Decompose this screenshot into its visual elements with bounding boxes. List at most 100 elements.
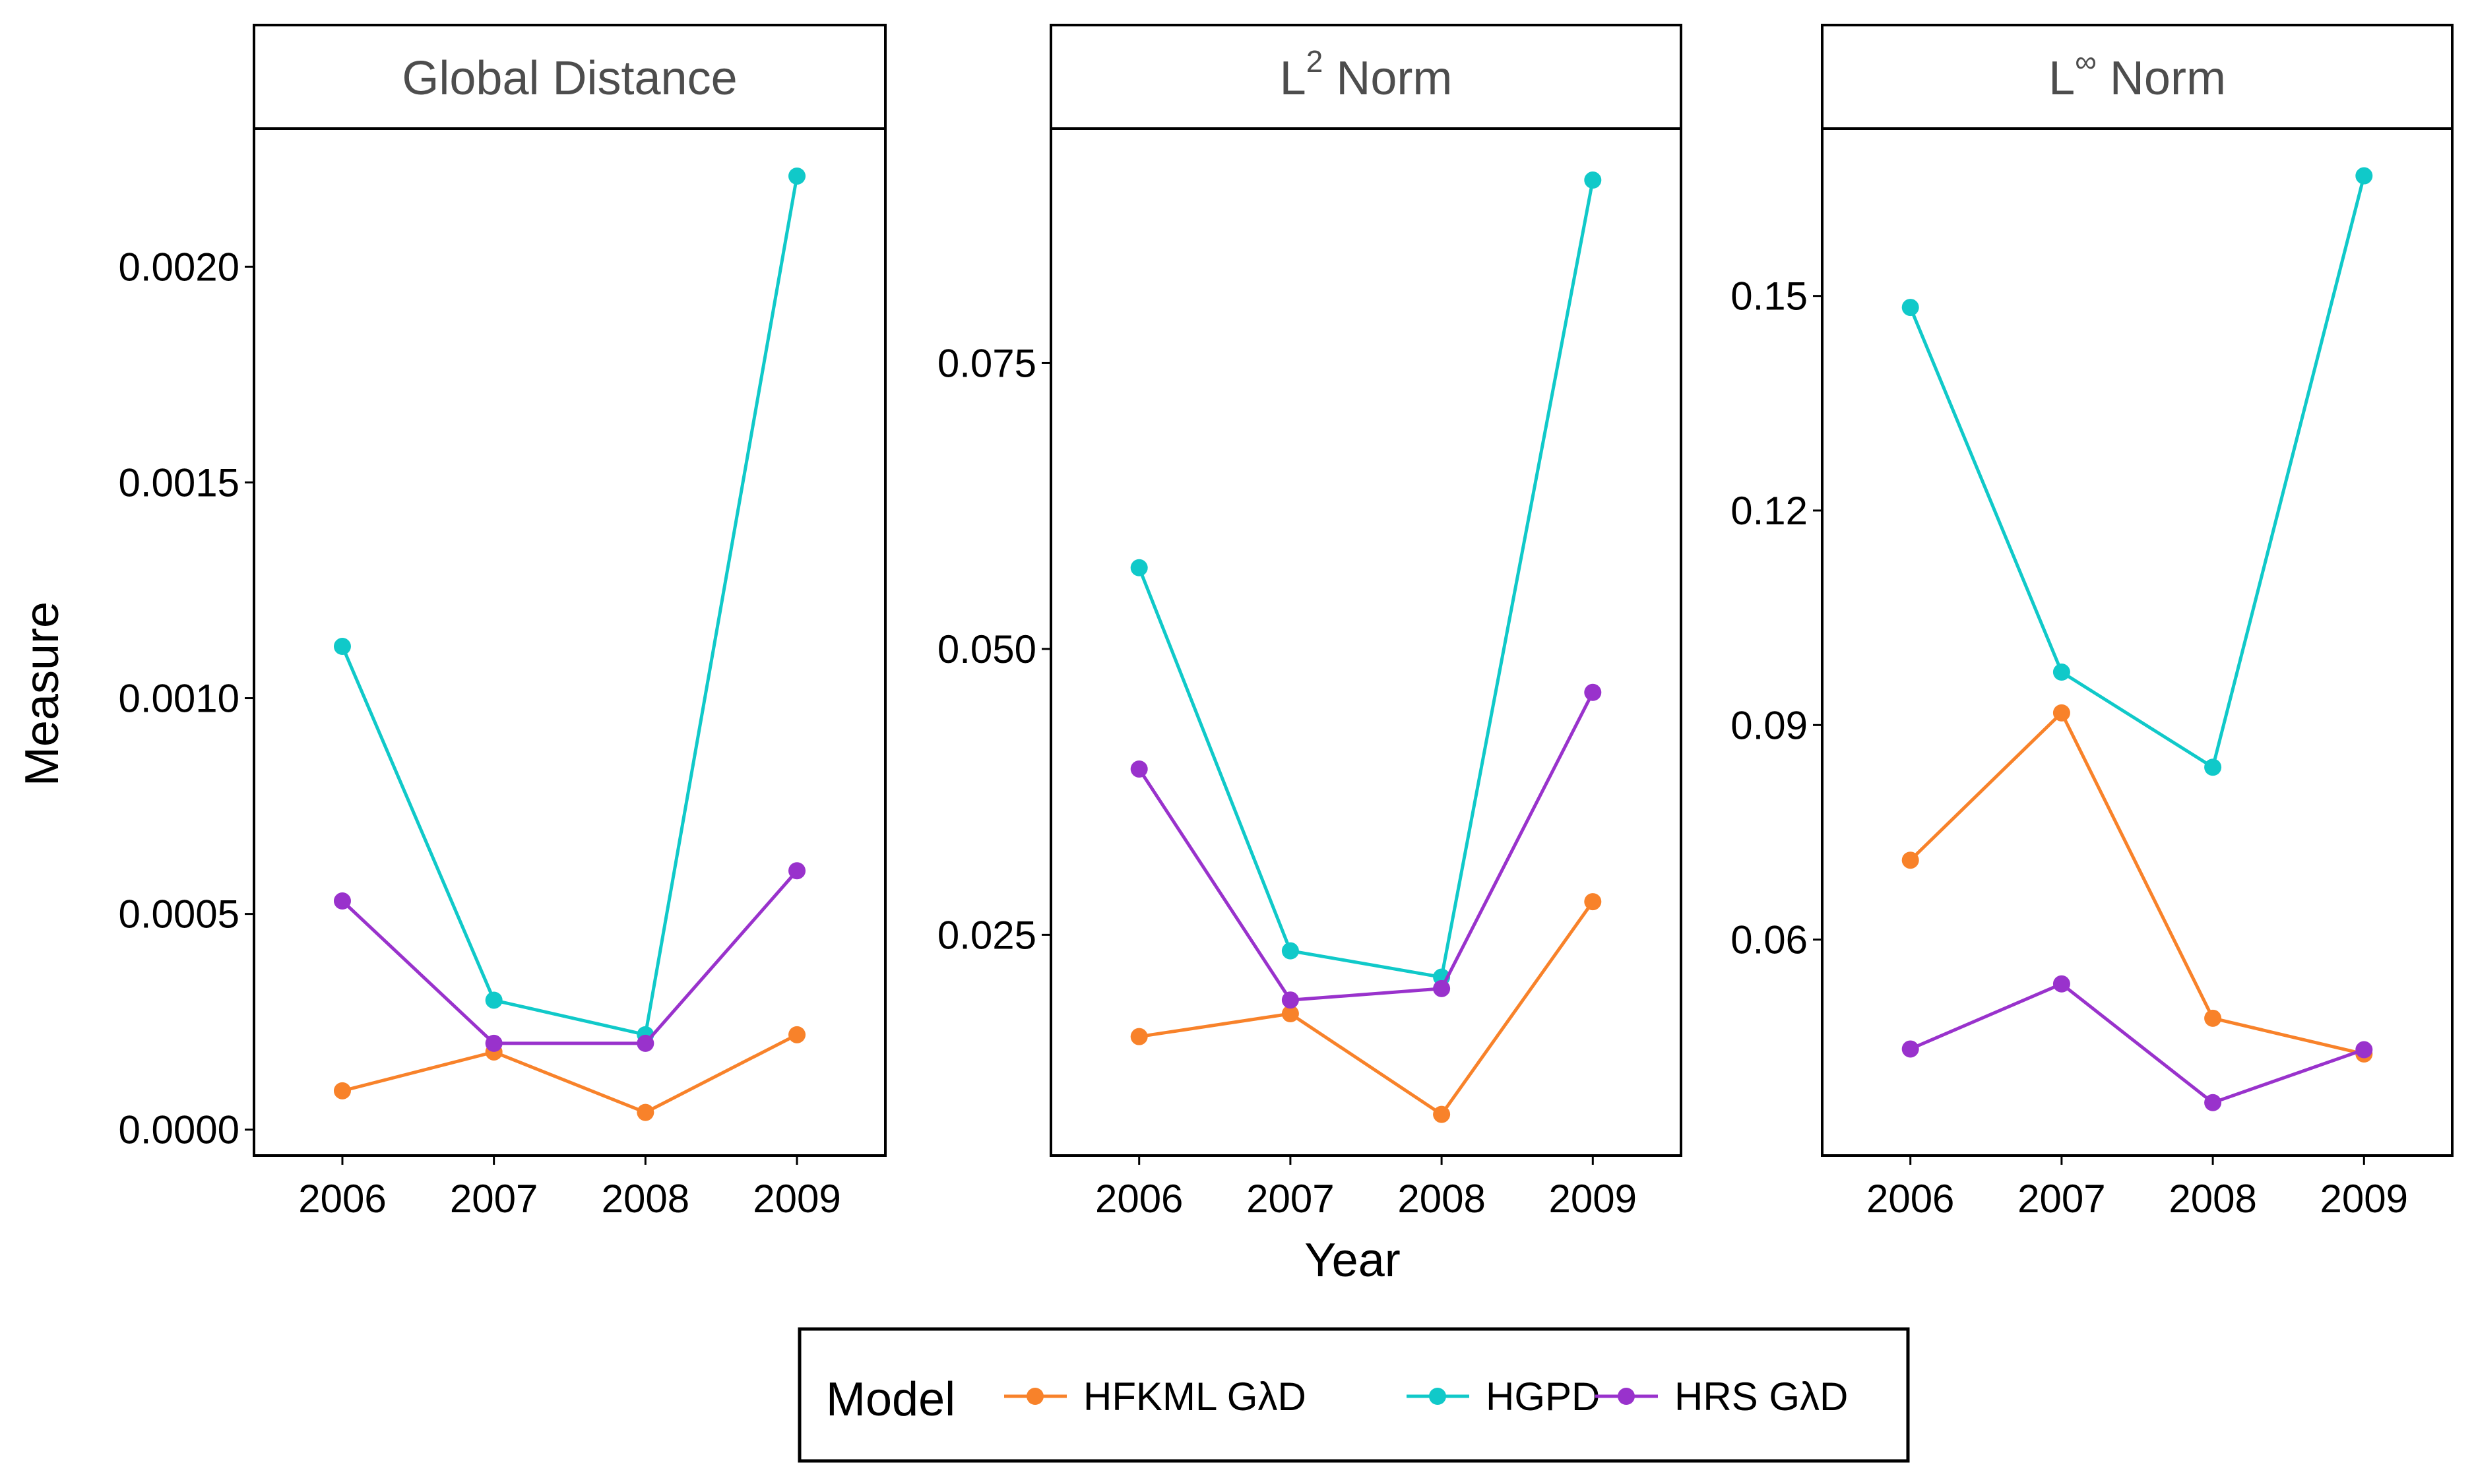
series-hgpd (1901, 167, 2373, 776)
data-point (2355, 1041, 2373, 1059)
x-tick-label: 2007 (1246, 1177, 1334, 1221)
facet-panel-1: Global Distance 0.0000 0.0005 0.0010 0.0015 0… (118, 24, 887, 1221)
facet-title-main: Global Distance (402, 52, 737, 105)
data-point (1584, 893, 1602, 911)
panel-border (1050, 127, 1682, 1157)
y-axis-title: Measure (16, 602, 69, 786)
x-tick-label: 2008 (602, 1177, 689, 1221)
facet-strip-title: L2 Norm (1280, 44, 1453, 105)
x-tick-label: 2007 (450, 1177, 538, 1221)
x-tick-label: 2006 (298, 1177, 386, 1221)
y-tick-label: 0.12 (1730, 489, 1808, 533)
y-tick-label: 0.0010 (118, 677, 239, 721)
data-point (1901, 851, 1919, 869)
x-tick-label: 2009 (1549, 1177, 1637, 1221)
series-hrs-g-d (1901, 975, 2373, 1111)
x-tick-label: 2009 (2320, 1177, 2408, 1221)
x-tick-label: 2006 (1095, 1177, 1183, 1221)
y-tick-label: 0.06 (1730, 918, 1808, 962)
y-tick-label: 0.0020 (118, 245, 239, 289)
legend-entry-hrs-g-d: HRS GλD (1595, 1375, 1848, 1419)
data-point (1901, 1040, 1919, 1058)
data-point (1130, 1028, 1148, 1045)
data-point (1130, 559, 1148, 576)
y-tick-label: 0.0005 (118, 892, 239, 937)
y-tick-label: 0.0015 (118, 460, 239, 505)
y-tick-label: 0.050 (937, 627, 1036, 671)
series-line (342, 1033, 798, 1115)
series-line (1909, 711, 2364, 1056)
series-hgpd (333, 167, 806, 1043)
data-point (788, 167, 806, 185)
y-tick-label: 0.025 (937, 913, 1036, 957)
data-point (1433, 979, 1451, 997)
data-point (2204, 758, 2222, 776)
data-point (2052, 664, 2070, 681)
series-line (1909, 982, 2365, 1105)
series-line (1137, 691, 1595, 1002)
data-point (1281, 942, 1299, 960)
legend: Model HFKML GλD HGPD HRS GλD (798, 1327, 1910, 1463)
data-point (2204, 1094, 2222, 1111)
data-point (485, 1034, 503, 1052)
facet-title-superscript: 2 (1306, 44, 1323, 78)
series-hrs-g-d (333, 862, 806, 1052)
facet-title-suffix: Norm (2097, 52, 2226, 105)
data-point (788, 1026, 806, 1043)
facet-title-main: L (1280, 52, 1306, 105)
series-line (1137, 179, 1595, 979)
data-point (1584, 683, 1602, 701)
facet-title-main: L (2048, 52, 2075, 105)
facet-panel-3: L∞ Norm 0.06 0.09 0.12 0.15 2006 2007 2008 2009 (1730, 24, 2454, 1221)
legend-entry-hfkml-g-d: HFKML GλD (1004, 1375, 1306, 1419)
legend-label: HRS GλD (1674, 1375, 1848, 1419)
data-point (788, 862, 806, 880)
data-point (637, 1034, 654, 1052)
series-line (1909, 175, 2366, 769)
legend-key-point (1618, 1388, 1635, 1405)
series-hfkml-g-d (333, 1026, 806, 1121)
legend-title: Model (826, 1373, 955, 1426)
data-point (333, 1082, 351, 1099)
data-point (637, 1103, 654, 1121)
facet-panels: Global Distance 0.0000 0.0005 0.0010 0.0015 0… (118, 24, 2454, 1221)
facet-strip-box (1050, 24, 1682, 130)
y-tick-label: 0.0000 (118, 1108, 239, 1152)
data-point (1130, 760, 1148, 778)
legend-box (798, 1327, 1910, 1463)
y-tick-label: 0.09 (1730, 703, 1808, 747)
data-point (333, 638, 351, 656)
y-tick-label: 0.15 (1730, 274, 1808, 319)
legend-key-point (1429, 1388, 1446, 1405)
data-point (333, 892, 351, 910)
y-tick-label: 0.075 (937, 341, 1036, 385)
data-point (1584, 171, 1602, 189)
legend-entry-hgpd: HGPD (1407, 1375, 1600, 1419)
data-point (1281, 991, 1299, 1009)
facet-panel-2: L2 Norm 0.025 0.050 0.075 2006 2007 2008 2009 (937, 24, 1682, 1221)
data-point (2052, 704, 2070, 722)
series-line (1139, 900, 1595, 1117)
data-point (2052, 975, 2070, 993)
panel-border (1821, 127, 2454, 1157)
facet-strip-title: L∞ Norm (2048, 44, 2226, 105)
series-line (340, 175, 799, 1037)
x-axis-title: Year (1304, 1234, 1400, 1287)
x-tick-label: 2007 (2017, 1177, 2105, 1221)
facet-strip-box (1821, 24, 2454, 130)
data-point (2355, 167, 2373, 185)
x-tick-label: 2006 (1866, 1177, 1954, 1221)
facet-strip-box (253, 24, 887, 130)
data-point (1901, 299, 1919, 317)
legend-key-point (1027, 1388, 1044, 1405)
series-line (341, 869, 798, 1045)
data-point (1433, 1105, 1451, 1123)
legend-label: HFKML GλD (1083, 1375, 1306, 1419)
data-point (2204, 1009, 2222, 1027)
facet-strip-title: Global Distance (402, 52, 737, 105)
data-point (485, 991, 503, 1009)
x-tick-label: 2009 (753, 1177, 841, 1221)
facet-title-superscript: ∞ (2075, 44, 2097, 78)
